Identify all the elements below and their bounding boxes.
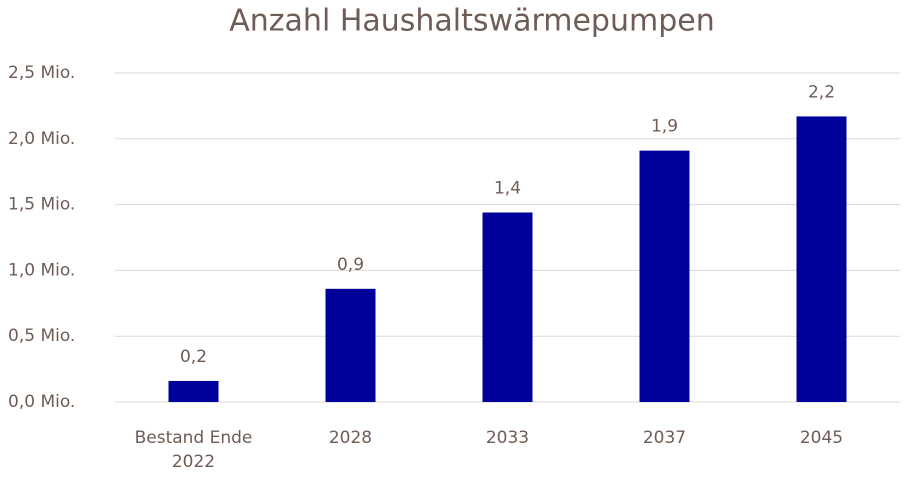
y-tick-label: 0,0 Mio. [8,392,75,412]
y-tick-label: 2,5 Mio. [8,63,75,83]
y-tick-label: 1,5 Mio. [8,195,75,215]
bar [168,380,219,402]
data-label: 1,9 [651,117,678,137]
bar [639,150,690,402]
data-label: 0,9 [337,255,364,275]
x-tick-label: 2028 [328,428,373,448]
x-tick-label: 2033 [485,428,530,448]
y-tick-label: 0,5 Mio. [8,326,75,346]
bar [325,288,376,402]
data-label: 2,2 [808,82,835,102]
bar [482,212,533,402]
bar [796,116,847,402]
x-tick-label: 2045 [799,428,844,448]
y-tick-label: 2,0 Mio. [8,129,75,149]
y-tick-label: 1,0 Mio. [8,260,75,280]
data-label: 1,4 [494,178,521,198]
chart-title: Anzahl Haushaltswärmepumpen [229,4,714,39]
x-tick-label: Bestand Ende 2022 [134,428,253,472]
x-tick-label: 2037 [642,428,687,448]
data-label: 0,2 [180,347,207,367]
